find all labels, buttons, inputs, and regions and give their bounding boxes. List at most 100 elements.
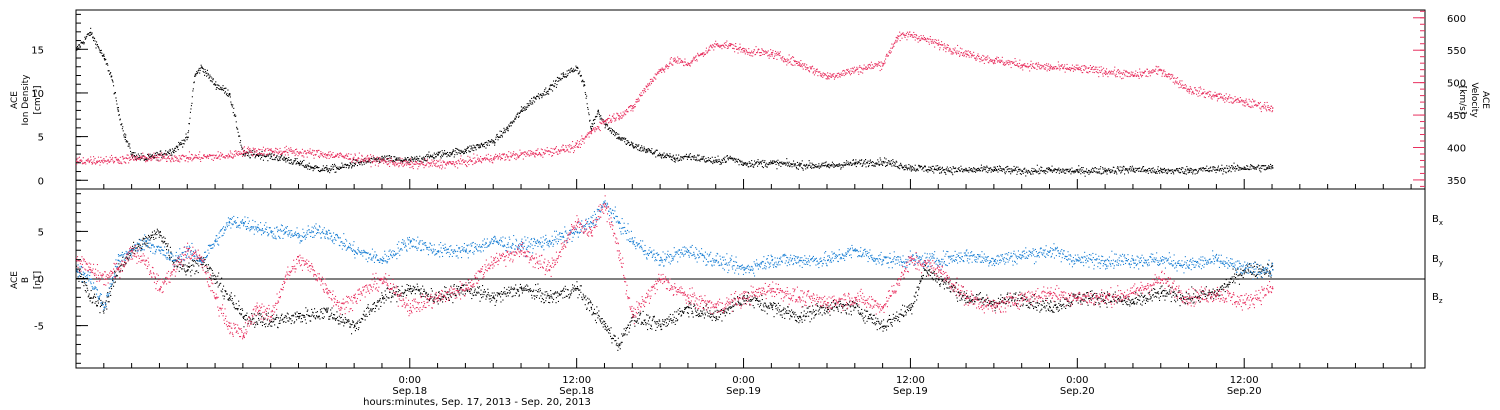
velocity-sample: [1249, 100, 1251, 102]
ion-density-sample: [918, 165, 920, 167]
velocity-sample: [831, 76, 833, 78]
velocity-sample: [503, 153, 505, 155]
velocity-sample: [631, 108, 633, 110]
velocity-sample: [948, 50, 950, 52]
ion-density-sample: [952, 174, 954, 176]
ion-density-sample: [815, 164, 817, 166]
ion-density-point: [493, 141, 495, 143]
ion-density-sample: [1077, 168, 1079, 170]
ion-density-sample: [925, 169, 927, 171]
ion-density-sample: [611, 129, 613, 131]
ion-density-sample: [370, 162, 372, 164]
velocity-sample: [912, 36, 914, 38]
velocity-sample: [942, 49, 944, 51]
velocity-sample: [1104, 72, 1106, 74]
ion-density-sample: [861, 165, 863, 167]
ion-density-sample: [895, 165, 897, 167]
velocity-sample: [348, 158, 350, 160]
ion-density-point: [89, 31, 92, 34]
ion-density-sample: [216, 87, 218, 89]
velocity-sample: [1067, 67, 1069, 69]
ion-density-sample: [976, 168, 978, 170]
ion-density-sample: [418, 160, 420, 162]
ion-density-sample: [1230, 171, 1232, 173]
ion-density-sample: [975, 169, 977, 171]
velocity-sample: [366, 158, 368, 160]
ion-density-sample: [288, 162, 290, 164]
ion-density-sample: [485, 141, 487, 143]
ion-density-sample: [1251, 164, 1253, 166]
ion-density-sample: [348, 166, 350, 168]
velocity-sample: [1051, 67, 1053, 69]
ion-density-sample: [941, 171, 943, 173]
ion-density-sample: [961, 168, 963, 170]
ion-density-sample: [1050, 169, 1052, 171]
velocity-sample: [175, 160, 177, 162]
ion-density-sample: [151, 154, 153, 156]
ion-density-sample: [345, 167, 347, 169]
velocity-sample: [390, 157, 392, 159]
ion-density-sample: [1172, 171, 1174, 173]
velocity-sample: [954, 47, 956, 49]
velocity-sample: [1247, 103, 1249, 105]
ion-density-sample: [878, 164, 880, 166]
velocity-sample: [806, 64, 808, 66]
ion-density-sample: [679, 158, 681, 160]
ion-density-sample: [103, 53, 105, 55]
velocity-sample: [472, 157, 474, 159]
velocity-sample: [1214, 95, 1216, 97]
velocity-sample: [518, 156, 520, 158]
ion-density-sample: [1143, 169, 1145, 171]
ion-density-sample: [1102, 168, 1104, 170]
ion-density-sample: [1127, 170, 1129, 172]
ion-density-sample: [313, 168, 315, 170]
velocity-sample: [994, 62, 996, 64]
velocity-sample: [693, 58, 695, 60]
ion-density-sample: [812, 164, 814, 166]
velocity-sample: [114, 160, 116, 162]
velocity-sample: [982, 54, 984, 56]
ion-density-sample: [78, 44, 80, 46]
velocity-sample: [755, 46, 757, 48]
velocity-sample: [735, 43, 737, 45]
velocity-sample: [783, 61, 785, 63]
velocity-sample: [834, 77, 836, 79]
ion-density-sample: [592, 123, 594, 125]
velocity-sample: [1073, 68, 1075, 70]
velocity-sample: [133, 156, 135, 158]
ion-density-sample: [758, 162, 760, 164]
velocity-sample: [221, 154, 223, 156]
ion-density-sample: [1014, 167, 1016, 169]
ion-density-sample: [138, 157, 140, 159]
velocity-sample: [592, 128, 594, 130]
ion-density-sample: [348, 167, 350, 169]
velocity-sample: [936, 39, 938, 41]
ion-density-sample: [1025, 169, 1027, 171]
ion-density-sample: [557, 80, 559, 82]
ion-density-sample: [1131, 165, 1133, 167]
ion-density-sample: [511, 121, 513, 123]
ion-density-sample: [259, 154, 261, 156]
velocity-sample: [722, 44, 724, 46]
velocity-sample: [235, 150, 237, 152]
ion-density-sample: [616, 137, 618, 139]
velocity-sample: [1225, 93, 1227, 95]
ion-density-sample: [525, 107, 527, 109]
velocity-sample: [1224, 101, 1226, 103]
velocity-sample: [784, 59, 786, 61]
ion-density-sample: [1155, 172, 1157, 174]
ion-density-sample: [843, 162, 845, 164]
ion-density-sample: [200, 67, 202, 69]
velocity-sample: [1026, 65, 1028, 67]
ion-density-sample: [654, 151, 656, 153]
velocity-sample: [669, 61, 671, 63]
ion-density-sample: [623, 137, 625, 139]
velocity-sample: [1159, 68, 1161, 70]
ion-density-sample: [1159, 172, 1161, 174]
velocity-sample: [537, 154, 539, 156]
ion-density-sample: [968, 171, 970, 173]
velocity-sample: [1061, 64, 1063, 66]
ion-density-sample: [743, 163, 745, 165]
ion-density-sample: [212, 79, 214, 81]
velocity-sample: [406, 164, 408, 166]
